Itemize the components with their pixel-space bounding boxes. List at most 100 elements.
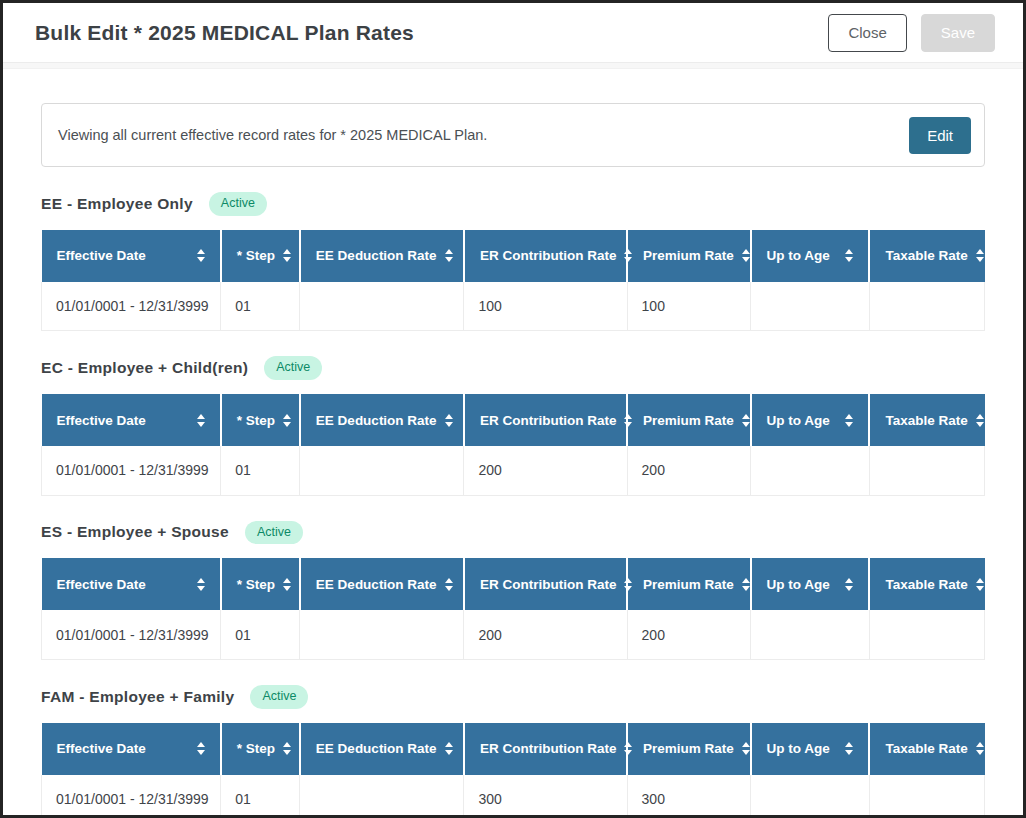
sort-arrows-icon[interactable] — [283, 249, 291, 262]
sort-arrows-icon[interactable] — [742, 742, 750, 755]
sort-arrows-icon[interactable] — [742, 414, 750, 427]
rates-table: Effective Date* StepEE Deduction Rate ER … — [41, 230, 985, 332]
column-header-6[interactable]: Taxable Rate — [869, 723, 984, 775]
column-header-inner: Up to Age — [767, 248, 854, 263]
status-badge: Active — [209, 192, 267, 216]
sort-arrows-icon[interactable] — [976, 249, 984, 262]
column-header-3[interactable]: ER Contribution Rate — [464, 394, 627, 446]
cell-5 — [751, 775, 870, 818]
status-badge: Active — [264, 356, 322, 380]
column-label: Taxable Rate — [885, 741, 967, 756]
sort-arrows-icon[interactable] — [845, 249, 853, 262]
rate-sections: EE - Employee Only Active Effective Date… — [41, 192, 985, 818]
column-header-5[interactable]: Up to Age — [751, 558, 870, 610]
column-header-0[interactable]: Effective Date — [42, 723, 221, 775]
save-button[interactable]: Save — [921, 14, 995, 52]
column-header-0[interactable]: Effective Date — [42, 230, 221, 282]
column-header-4[interactable]: Premium Rate — [627, 723, 751, 775]
table-header-row: Effective Date* StepEE Deduction Rate ER … — [42, 230, 985, 282]
sort-arrows-icon[interactable] — [197, 249, 205, 262]
sort-arrows-icon[interactable] — [845, 578, 853, 591]
column-label: ER Contribution Rate — [480, 248, 617, 263]
cell-4: 200 — [627, 446, 751, 495]
column-header-4[interactable]: Premium Rate — [627, 230, 751, 282]
sort-arrows-icon[interactable] — [845, 414, 853, 427]
column-header-inner: Effective Date — [57, 741, 205, 756]
cell-4: 300 — [627, 775, 751, 818]
sort-arrows-icon[interactable] — [197, 742, 205, 755]
sort-arrows-icon[interactable] — [445, 249, 453, 262]
sort-arrows-icon[interactable] — [445, 578, 453, 591]
cell-2 — [300, 610, 464, 659]
column-header-inner: Up to Age — [767, 413, 854, 428]
table-header-row: Effective Date * Step EE Deduction Rate ER … — [42, 723, 985, 775]
column-header-5[interactable]: Up to Age — [751, 230, 870, 282]
column-header-6[interactable]: Taxable Rate — [869, 230, 984, 282]
sort-arrows-icon[interactable] — [976, 414, 984, 427]
column-label: EE Deduction Rate — [316, 741, 437, 756]
column-header-2[interactable]: EE Deduction Rate — [300, 394, 464, 446]
cell-6 — [869, 775, 984, 818]
sort-arrows-icon[interactable] — [197, 414, 205, 427]
column-header-3[interactable]: ER Contribution Rate — [464, 230, 627, 282]
column-header-inner: * Step — [237, 577, 284, 592]
column-header-inner: Premium Rate — [643, 577, 735, 592]
column-header-0[interactable]: Effective Date — [42, 394, 221, 446]
column-header-5[interactable]: Up to Age — [751, 394, 870, 446]
info-bar: Viewing all current effective record rat… — [41, 103, 985, 167]
cell-0: 01/01/0001 - 12/31/3999 — [42, 775, 221, 818]
section-header: EC - Employee + Child(ren) Active — [41, 356, 985, 380]
column-header-inner: Premium Rate — [643, 741, 735, 756]
sort-arrows-icon[interactable] — [976, 742, 984, 755]
sort-arrows-icon[interactable] — [976, 578, 984, 591]
edit-button[interactable]: Edit — [909, 117, 971, 154]
column-header-2[interactable]: EE Deduction Rate — [300, 558, 464, 610]
sort-arrows-icon[interactable] — [445, 414, 453, 427]
cell-3: 200 — [464, 610, 627, 659]
column-label: * Step — [237, 577, 275, 592]
column-header-3[interactable]: ER Contribution Rate — [464, 723, 627, 775]
sort-arrows-icon[interactable] — [742, 578, 750, 591]
column-header-0[interactable]: Effective Date — [42, 558, 221, 610]
column-header-1[interactable]: * Step — [221, 723, 300, 775]
column-header-4[interactable]: Premium Rate — [627, 558, 751, 610]
column-header-inner: Up to Age — [767, 577, 854, 592]
column-header-1[interactable]: * Step — [221, 230, 300, 282]
column-header-inner: EE Deduction Rate — [316, 413, 448, 428]
cell-0: 01/01/0001 - 12/31/3999 — [42, 446, 221, 495]
column-header-3[interactable]: ER Contribution Rate — [464, 558, 627, 610]
column-label: Taxable Rate — [885, 248, 967, 263]
column-header-2[interactable]: EE Deduction Rate — [300, 723, 464, 775]
sort-arrows-icon[interactable] — [624, 249, 632, 262]
sort-arrows-icon[interactable] — [742, 249, 750, 262]
sort-arrows-icon[interactable] — [197, 578, 205, 591]
column-label: Premium Rate — [643, 413, 734, 428]
column-label: ER Contribution Rate — [480, 413, 617, 428]
column-header-inner: EE Deduction Rate — [316, 741, 448, 756]
table-row: 01/01/0001 - 12/31/399901300300 — [42, 775, 985, 818]
window-header: Bulk Edit * 2025 MEDICAL Plan Rates Clos… — [3, 3, 1023, 63]
sort-arrows-icon[interactable] — [624, 742, 632, 755]
sort-arrows-icon[interactable] — [283, 742, 291, 755]
sort-arrows-icon[interactable] — [283, 578, 291, 591]
column-header-inner: Taxable Rate — [885, 577, 969, 592]
column-header-5[interactable]: Up to Age — [751, 723, 870, 775]
rate-section: EE - Employee Only Active Effective Date… — [41, 192, 985, 331]
sort-arrows-icon[interactable] — [445, 742, 453, 755]
column-header-1[interactable]: * Step — [221, 394, 300, 446]
cell-4: 100 — [627, 282, 751, 331]
table-row: 01/01/0001 - 12/31/399901100100 — [42, 282, 985, 331]
close-button[interactable]: Close — [828, 14, 906, 52]
sort-arrows-icon[interactable] — [624, 414, 632, 427]
column-header-inner: Premium Rate — [643, 413, 735, 428]
column-header-4[interactable]: Premium Rate — [627, 394, 751, 446]
column-label: Premium Rate — [643, 248, 734, 263]
sort-arrows-icon[interactable] — [845, 742, 853, 755]
column-header-2[interactable]: EE Deduction Rate — [300, 230, 464, 282]
column-label: Up to Age — [767, 413, 830, 428]
column-header-1[interactable]: * Step — [221, 558, 300, 610]
sort-arrows-icon[interactable] — [283, 414, 291, 427]
column-header-6[interactable]: Taxable Rate — [869, 394, 984, 446]
column-header-6[interactable]: Taxable Rate — [869, 558, 984, 610]
sort-arrows-icon[interactable] — [624, 578, 632, 591]
